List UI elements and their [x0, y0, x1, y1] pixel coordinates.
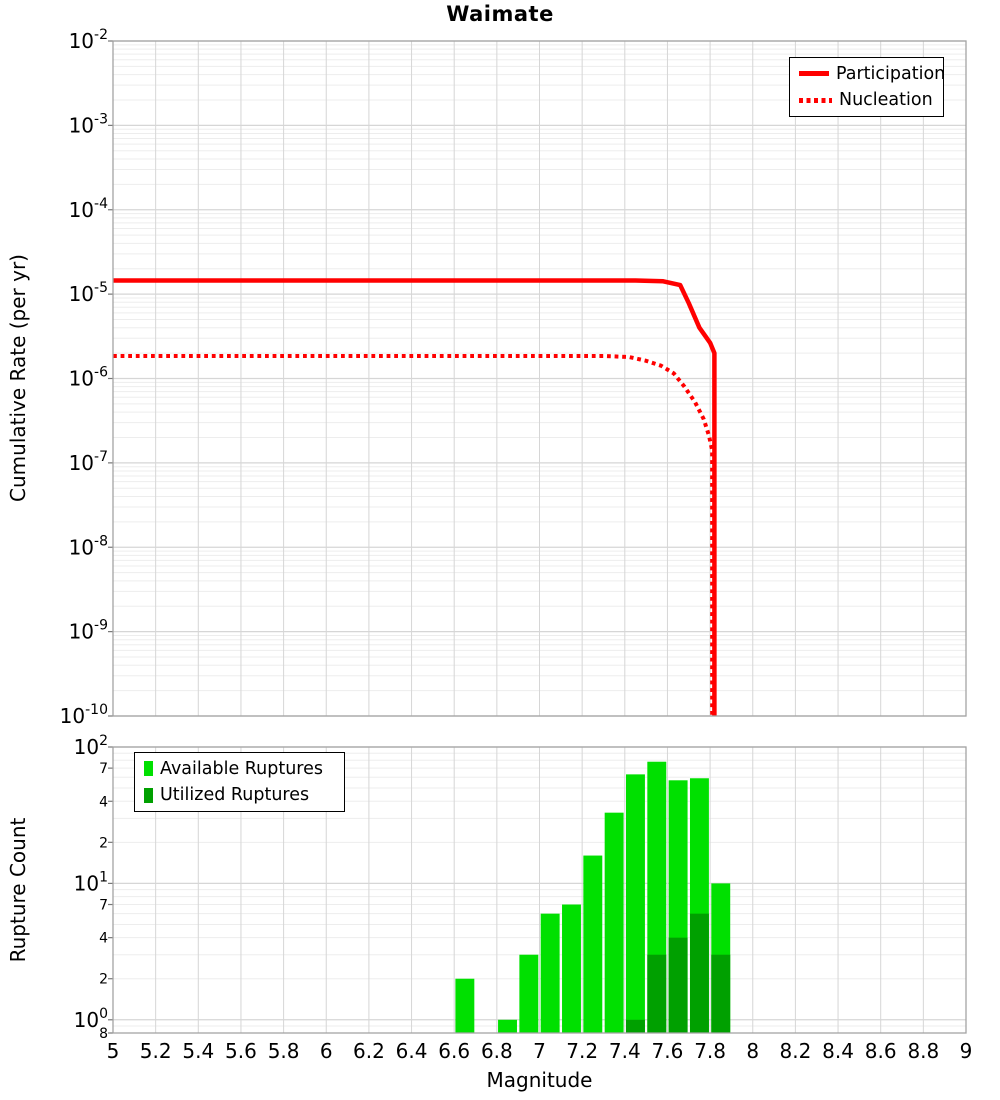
top-y-tick-label: 10-2: [69, 27, 108, 53]
top-y-tick-label: 10-6: [69, 365, 109, 391]
rupture-count-bar: [604, 812, 624, 1033]
legend-label-participation: Participation: [836, 63, 946, 84]
legend-item-nucleation: Nucleation: [799, 90, 934, 110]
bottom-y-minor-tick-label: 2: [99, 972, 108, 988]
bottom-y-minor-tick-label: 2: [99, 835, 108, 851]
bottom-panel-border: [112, 746, 967, 1034]
top-panel-border: [112, 40, 967, 717]
x-tick-label: 7.8: [694, 1039, 726, 1063]
bottom-y-minor-tick-label: 7: [99, 898, 108, 914]
rupture-count-bar: [647, 954, 667, 1033]
bottom-y-minor-tick-label: 4: [99, 931, 108, 947]
x-tick-label: 6.4: [396, 1039, 428, 1063]
rupture-count-bar: [689, 913, 709, 1033]
nucleation-curve: [113, 354, 715, 716]
nucleation-line-swatch: [799, 97, 832, 103]
top-y-axis-label: Cumulative Rate (per yr): [6, 254, 30, 502]
x-tick-label: 8.6: [865, 1039, 897, 1063]
rupture-count-bar: [562, 904, 581, 1033]
x-tick-label: 6.6: [438, 1039, 470, 1063]
rupture-count-bar: [540, 913, 560, 1033]
x-tick-label: 8: [746, 1039, 759, 1063]
x-tick-label: 9: [960, 1039, 973, 1063]
participation-curve: [113, 278, 717, 716]
top-y-tick-label: 10-5: [69, 280, 108, 306]
rate-legend: Participation Nucleation: [789, 57, 945, 117]
bottom-y-minor-tick-label: 8: [99, 1026, 108, 1042]
x-axis-label: Magnitude: [486, 1068, 593, 1092]
top-y-tick-label: 10-10: [60, 702, 108, 728]
utilized-ruptures-swatch: [144, 787, 153, 803]
x-tick-label: 7.6: [652, 1039, 684, 1063]
bottom-y-minor-tick-label: 4: [99, 794, 108, 810]
rupture-count-bar: [626, 1019, 645, 1033]
gridlines: [112, 40, 967, 717]
top-y-tick-label: 10-7: [69, 449, 108, 475]
x-tick-label: 5.2: [140, 1039, 172, 1063]
gridlines: [112, 746, 967, 1033]
legend-item-utilized: Utilized Ruptures: [144, 785, 335, 805]
top-y-tick-label: 10-3: [69, 111, 108, 137]
rupture-count-bar: [668, 937, 688, 1033]
x-tick-label: 7.2: [566, 1039, 598, 1063]
x-tick-label: 7: [533, 1039, 546, 1063]
bottom-y-tick-label: 101: [74, 869, 108, 895]
available-ruptures-swatch: [144, 761, 153, 777]
rupture-legend: Available Ruptures Utilized Ruptures: [134, 752, 345, 812]
legend-label-nucleation: Nucleation: [839, 90, 933, 110]
x-tick-label: 5: [107, 1039, 120, 1063]
x-tick-label: 7.4: [609, 1039, 641, 1063]
rupture-count-bar: [498, 1019, 517, 1033]
rupture-count-bar: [519, 954, 539, 1033]
legend-item-available: Available Ruptures: [144, 759, 335, 779]
bottom-y-axis-label: Rupture Count: [6, 817, 30, 963]
legend-label-utilized: Utilized Ruptures: [160, 785, 310, 805]
legend-label-available: Available Ruptures: [160, 758, 323, 779]
utilized-ruptures-bars: [626, 913, 731, 1033]
x-tick-label: 8.8: [907, 1039, 939, 1063]
participation-line-swatch: [799, 71, 829, 77]
rupture-count-bar: [626, 774, 645, 1033]
x-tick-label: 6.2: [353, 1039, 385, 1063]
rupture-count-bar: [583, 855, 603, 1033]
bottom-y-minor-tick-label: 7: [99, 761, 108, 777]
bottom-y-tick-label: 102: [74, 733, 108, 759]
bottom-y-tick-label: 100: [74, 1006, 108, 1032]
x-tick-label: 5.4: [182, 1039, 214, 1063]
top-y-tick-label: 10-4: [69, 196, 109, 222]
x-tick-label: 8.2: [779, 1039, 811, 1063]
top-y-tick-label: 10-9: [69, 618, 108, 644]
rupture-count-bar: [711, 954, 731, 1033]
x-tick-label: 8.4: [822, 1039, 854, 1063]
x-tick-label: 6: [320, 1039, 333, 1063]
x-tick-label: 6.8: [481, 1039, 513, 1063]
legend-item-participation: Participation: [799, 64, 945, 84]
x-tick-label: 5.6: [225, 1039, 257, 1063]
rupture-count-bar: [455, 978, 475, 1033]
top-y-tick-label: 10-8: [69, 533, 108, 559]
x-tick-label: 5.8: [268, 1039, 300, 1063]
chart-title: Waimate: [446, 2, 554, 26]
